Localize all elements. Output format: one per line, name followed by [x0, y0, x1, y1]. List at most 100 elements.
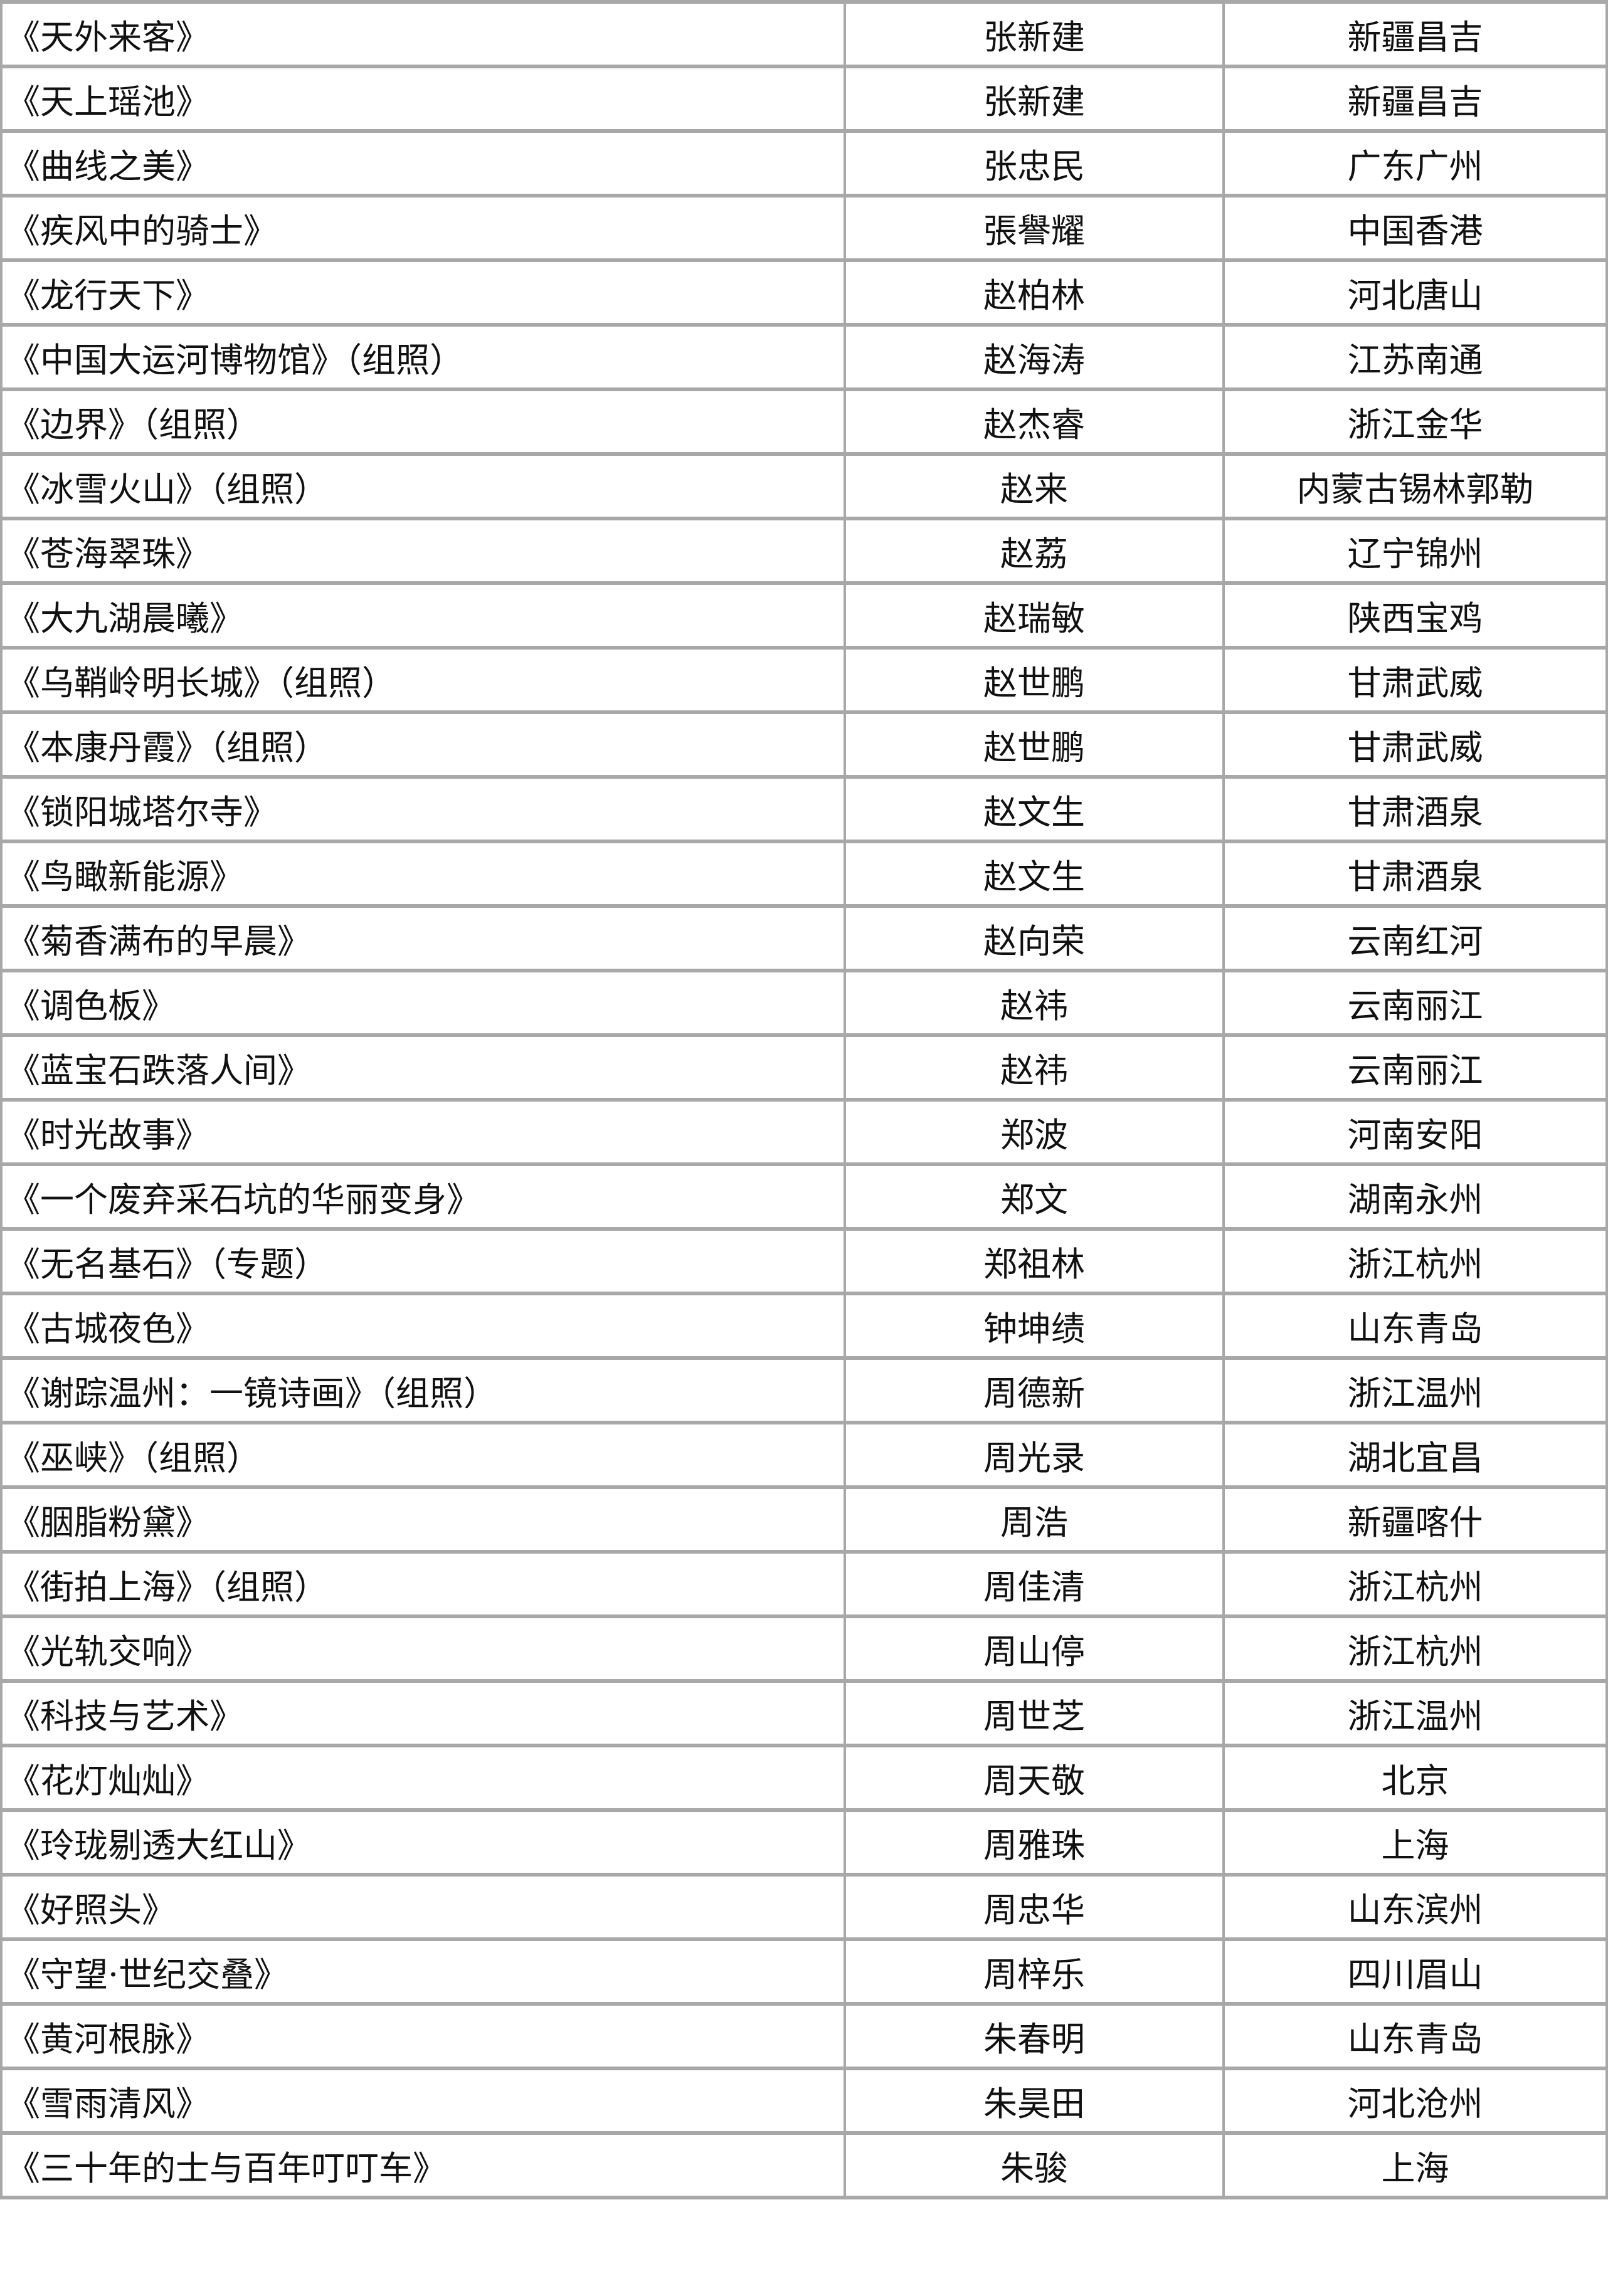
table-row: 《天外来客》 张新建 新疆昌吉: [0, 0, 1608, 68]
table-row: 《乌鞘岭明长城》（组照） 赵世鹏 甘肃武威: [0, 646, 1608, 714]
table-row: 《胭脂粉黛》 周浩 新疆喀什: [0, 1485, 1608, 1554]
author-cell: 赵来: [844, 452, 1225, 520]
author-cell: 赵柏林: [844, 258, 1225, 327]
author-cell: 朱骏: [844, 2131, 1225, 2199]
author-cell: 周山停: [844, 1614, 1225, 1683]
location-cell: 湖南永州: [1222, 1162, 1608, 1231]
table-row: 《好照头》 周忠华 山东滨州: [0, 1873, 1608, 1941]
location-cell: 湖北宜昌: [1222, 1421, 1608, 1489]
table-row: 《街拍上海》（组照） 周佳清 浙江杭州: [0, 1550, 1608, 1618]
work-title-cell: 《巫峡》（组照）: [0, 1421, 846, 1489]
work-title-cell: 《调色板》: [0, 969, 846, 1037]
table-row: 《黄河根脉》 朱春明 山东青岛: [0, 2002, 1608, 2070]
location-cell: 甘肃武威: [1222, 710, 1608, 779]
location-cell: 上海: [1222, 2131, 1608, 2199]
table-row: 《科技与艺术》 周世芝 浙江温州: [0, 1679, 1608, 1747]
location-cell: 山东青岛: [1222, 1292, 1608, 1360]
author-cell: 周世芝: [844, 1679, 1225, 1747]
table-row: 《锁阳城塔尔寺》 赵文生 甘肃酒泉: [0, 775, 1608, 843]
work-title-cell: 《锁阳城塔尔寺》: [0, 775, 846, 843]
work-title-cell: 《本康丹霞》（组照）: [0, 710, 846, 779]
work-title-cell: 《天外来客》: [0, 0, 846, 68]
author-cell: 周梓乐: [844, 1937, 1225, 2006]
table-row: 《花灯灿灿》 周天敬 北京: [0, 1744, 1608, 1812]
work-title-cell: 《大九湖晨曦》: [0, 581, 846, 650]
location-cell: 甘肃酒泉: [1222, 775, 1608, 843]
location-cell: 新疆昌吉: [1222, 0, 1608, 68]
author-cell: 赵向荣: [844, 904, 1225, 972]
location-cell: 上海: [1222, 1808, 1608, 1877]
table-row: 《三十年的士与百年叮叮车》 朱骏 上海: [0, 2131, 1608, 2199]
work-title-cell: 《天上瑶池》: [0, 65, 846, 133]
location-cell: 浙江金华: [1222, 387, 1608, 456]
work-title-cell: 《古城夜色》: [0, 1292, 846, 1360]
work-title-cell: 《曲线之美》: [0, 129, 846, 197]
author-cell: 周德新: [844, 1356, 1225, 1424]
location-cell: 云南丽江: [1222, 969, 1608, 1037]
work-title-cell: 《时光故事》: [0, 1098, 846, 1166]
work-title-cell: 《花灯灿灿》: [0, 1744, 846, 1812]
table-row: 《疾风中的骑士》 張譽耀 中国香港: [0, 194, 1608, 262]
table-row: 《无名基石》（专题） 郑祖林 浙江杭州: [0, 1227, 1608, 1295]
table-row: 《玲珑剔透大红山》 周雅珠 上海: [0, 1808, 1608, 1877]
work-title-cell: 《街拍上海》（组照）: [0, 1550, 846, 1618]
work-title-cell: 《黄河根脉》: [0, 2002, 846, 2070]
work-title-cell: 《鸟瞰新能源》: [0, 840, 846, 908]
author-cell: 赵文生: [844, 840, 1225, 908]
table-row: 《大九湖晨曦》 赵瑞敏 陕西宝鸡: [0, 581, 1608, 650]
work-title-cell: 《苍海翠珠》: [0, 517, 846, 585]
work-title-cell: 《一个废弃采石坑的华丽变身》: [0, 1162, 846, 1231]
location-cell: 辽宁锦州: [1222, 517, 1608, 585]
work-title-cell: 《中国大运河博物馆》（组照）: [0, 323, 846, 391]
table-row: 《时光故事》 郑波 河南安阳: [0, 1098, 1608, 1166]
author-cell: 赵荔: [844, 517, 1225, 585]
location-cell: 河北唐山: [1222, 258, 1608, 327]
author-cell: 赵海涛: [844, 323, 1225, 391]
author-cell: 周光录: [844, 1421, 1225, 1489]
table-row: 《古城夜色》 钟坤绩 山东青岛: [0, 1292, 1608, 1360]
location-cell: 北京: [1222, 1744, 1608, 1812]
work-title-cell: 《菊香满布的早晨》: [0, 904, 846, 972]
location-cell: 内蒙古锡林郭勒: [1222, 452, 1608, 520]
table-row: 《谢踪温州：一镜诗画》（组照） 周德新 浙江温州: [0, 1356, 1608, 1424]
table-row: 《冰雪火山》（组照） 赵来 内蒙古锡林郭勒: [0, 452, 1608, 520]
table-row: 《守望·世纪交叠》 周梓乐 四川眉山: [0, 1937, 1608, 2006]
table-row: 《蓝宝石跌落人间》 赵祎 云南丽江: [0, 1033, 1608, 1102]
location-cell: 陕西宝鸡: [1222, 581, 1608, 650]
location-cell: 甘肃武威: [1222, 646, 1608, 714]
location-cell: 山东滨州: [1222, 1873, 1608, 1941]
location-cell: 江苏南通: [1222, 323, 1608, 391]
table-row: 《菊香满布的早晨》 赵向荣 云南红河: [0, 904, 1608, 972]
author-cell: 郑文: [844, 1162, 1225, 1231]
work-title-cell: 《疾风中的骑士》: [0, 194, 846, 262]
location-cell: 云南丽江: [1222, 1033, 1608, 1102]
location-cell: 浙江杭州: [1222, 1227, 1608, 1295]
table-row: 《巫峡》（组照） 周光录 湖北宜昌: [0, 1421, 1608, 1489]
table-row: 《鸟瞰新能源》 赵文生 甘肃酒泉: [0, 840, 1608, 908]
author-cell: 张新建: [844, 0, 1225, 68]
location-cell: 甘肃酒泉: [1222, 840, 1608, 908]
table-row: 《边界》（组照） 赵杰睿 浙江金华: [0, 387, 1608, 456]
work-title-cell: 《蓝宝石跌落人间》: [0, 1033, 846, 1102]
location-cell: 新疆昌吉: [1222, 65, 1608, 133]
table-row: 《一个废弃采石坑的华丽变身》 郑文 湖南永州: [0, 1162, 1608, 1231]
location-cell: 浙江杭州: [1222, 1614, 1608, 1683]
author-cell: 朱春明: [844, 2002, 1225, 2070]
table-row: 《雪雨清风》 朱昊田 河北沧州: [0, 2067, 1608, 2135]
author-cell: 赵世鹏: [844, 710, 1225, 779]
author-cell: 朱昊田: [844, 2067, 1225, 2135]
table-row: 《中国大运河博物馆》（组照） 赵海涛 江苏南通: [0, 323, 1608, 391]
work-title-cell: 《乌鞘岭明长城》（组照）: [0, 646, 846, 714]
entries-table: 《天外来客》 张新建 新疆昌吉 《天上瑶池》 张新建 新疆昌吉 《曲线之美》 张忠民 广东广州《…: [0, 0, 1608, 2199]
author-cell: 周雅珠: [844, 1808, 1225, 1877]
table-row: 《龙行天下》 赵柏林 河北唐山: [0, 258, 1608, 327]
author-cell: 郑波: [844, 1098, 1225, 1166]
author-cell: 张新建: [844, 65, 1225, 133]
author-cell: 赵文生: [844, 775, 1225, 843]
location-cell: 浙江温州: [1222, 1679, 1608, 1747]
table-row: 《天上瑶池》 张新建 新疆昌吉: [0, 65, 1608, 133]
location-cell: 河南安阳: [1222, 1098, 1608, 1166]
author-cell: 赵瑞敏: [844, 581, 1225, 650]
work-title-cell: 《守望·世纪交叠》: [0, 1937, 846, 2006]
author-cell: 张忠民: [844, 129, 1225, 197]
